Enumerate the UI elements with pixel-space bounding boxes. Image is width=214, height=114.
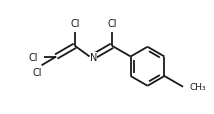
Text: Cl: Cl	[107, 18, 117, 28]
Text: Cl: Cl	[70, 18, 80, 28]
Text: Cl: Cl	[33, 68, 42, 78]
Text: CH₃: CH₃	[190, 83, 207, 91]
Text: N: N	[90, 52, 97, 62]
Text: Cl: Cl	[28, 52, 38, 62]
